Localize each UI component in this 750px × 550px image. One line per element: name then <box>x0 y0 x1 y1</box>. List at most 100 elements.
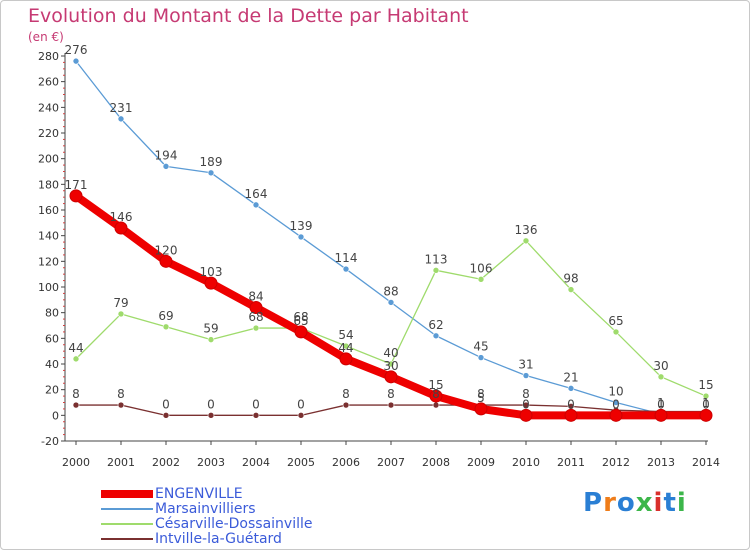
legend-label: Marsainvilliers <box>155 501 256 517</box>
data-label: 0 <box>522 397 530 411</box>
data-label: 0 <box>702 397 710 411</box>
proxiti-logo: Proxiti <box>583 488 687 518</box>
data-label: 164 <box>245 187 268 201</box>
logo-letter: x <box>635 488 654 518</box>
data-point <box>477 275 485 283</box>
data-label: 84 <box>248 290 263 304</box>
data-label: 0 <box>657 397 665 411</box>
x-tick-label: 2001 <box>107 456 135 469</box>
data-label: 40 <box>383 346 398 360</box>
chart-legend: ENGENVILLE Marsainvilliers Césarville-Doss… <box>101 487 401 547</box>
data-label: 194 <box>155 148 178 162</box>
y-tick-label: 0 <box>52 409 59 422</box>
data-point <box>699 408 713 422</box>
data-point <box>477 354 485 361</box>
data-label: 65 <box>293 314 308 328</box>
y-tick-label: 220 <box>38 127 59 140</box>
y-tick-label: 100 <box>38 281 59 294</box>
data-label: 1 <box>657 396 665 410</box>
data-point <box>564 408 578 422</box>
data-point <box>117 115 125 123</box>
logo-letter: o <box>616 488 636 518</box>
data-point <box>252 412 260 419</box>
data-label: 231 <box>110 101 133 115</box>
data-label: 171 <box>65 178 88 192</box>
data-point <box>162 323 170 331</box>
data-point <box>204 276 218 290</box>
data-label: 136 <box>515 223 538 237</box>
data-label: 45 <box>473 340 488 354</box>
data-point <box>519 408 533 422</box>
data-point <box>342 342 350 350</box>
data-point <box>72 57 80 65</box>
data-point <box>387 360 395 368</box>
x-tick-label: 2006 <box>332 456 360 469</box>
legend-item: ENGENVILLE <box>101 487 401 502</box>
data-point <box>297 412 305 419</box>
data-point <box>657 373 665 381</box>
data-point <box>159 254 173 268</box>
data-label: 276 <box>65 43 88 57</box>
data-point <box>162 163 170 170</box>
data-point <box>294 325 308 339</box>
logo-letter: P <box>583 488 604 518</box>
x-tick-label: 2007 <box>377 456 405 469</box>
x-tick-label: 2003 <box>197 456 225 469</box>
x-tick-label: 2014 <box>692 456 720 469</box>
data-label: 8 <box>432 387 440 401</box>
x-tick-label: 2005 <box>287 456 315 469</box>
data-label: 31 <box>518 358 533 372</box>
legend-swatch <box>101 538 153 540</box>
data-label: 44 <box>68 341 83 355</box>
data-label: 65 <box>608 314 623 328</box>
data-label: 68 <box>248 310 263 324</box>
data-point <box>522 237 530 245</box>
data-point <box>252 324 260 332</box>
data-point <box>387 401 395 409</box>
x-tick-label: 2008 <box>422 456 450 469</box>
logo-letter: i <box>676 488 687 518</box>
data-point <box>207 169 215 177</box>
data-label: 120 <box>155 243 178 257</box>
data-point <box>72 355 80 363</box>
chart-unit-label: (en €) <box>28 30 64 44</box>
data-label: 0 <box>612 397 620 411</box>
data-label: 15 <box>428 378 443 392</box>
y-tick-label: 160 <box>38 204 59 217</box>
x-tick-label: 2010 <box>512 456 540 469</box>
data-label: 68 <box>293 310 308 324</box>
y-tick-label: 20 <box>45 384 59 397</box>
data-label: 114 <box>335 251 358 265</box>
data-label: 106 <box>470 261 493 275</box>
legend-swatch <box>101 490 153 498</box>
data-point <box>207 412 215 419</box>
data-point <box>207 336 215 343</box>
legend-item: Intville-la-Guétard <box>101 532 401 547</box>
data-point <box>387 299 395 306</box>
data-label: 30 <box>653 359 668 373</box>
y-tick-label: 140 <box>38 230 59 243</box>
data-label: 88 <box>383 284 398 298</box>
data-point <box>429 389 443 403</box>
legend-label: Intville-la-Guétard <box>155 531 282 547</box>
data-label: 189 <box>200 155 223 169</box>
data-point <box>522 401 530 409</box>
data-point <box>654 408 668 422</box>
data-point <box>114 221 128 235</box>
legend-item: Marsainvilliers <box>101 502 401 517</box>
data-point <box>342 401 350 409</box>
data-point <box>522 372 530 379</box>
legend-label: Césarville-Dossainville <box>155 516 313 532</box>
y-tick-label: 80 <box>45 307 59 320</box>
chart-title: Evolution du Montant de la Dette par Hab… <box>28 5 469 27</box>
data-label: 8 <box>387 387 395 401</box>
data-point <box>297 233 305 241</box>
x-tick-label: 2004 <box>242 456 270 469</box>
data-label: 0 <box>297 397 305 411</box>
data-point <box>162 412 170 419</box>
data-point <box>612 399 620 406</box>
legend-label: ENGENVILLE <box>155 486 243 502</box>
y-tick-label: 200 <box>38 153 59 166</box>
